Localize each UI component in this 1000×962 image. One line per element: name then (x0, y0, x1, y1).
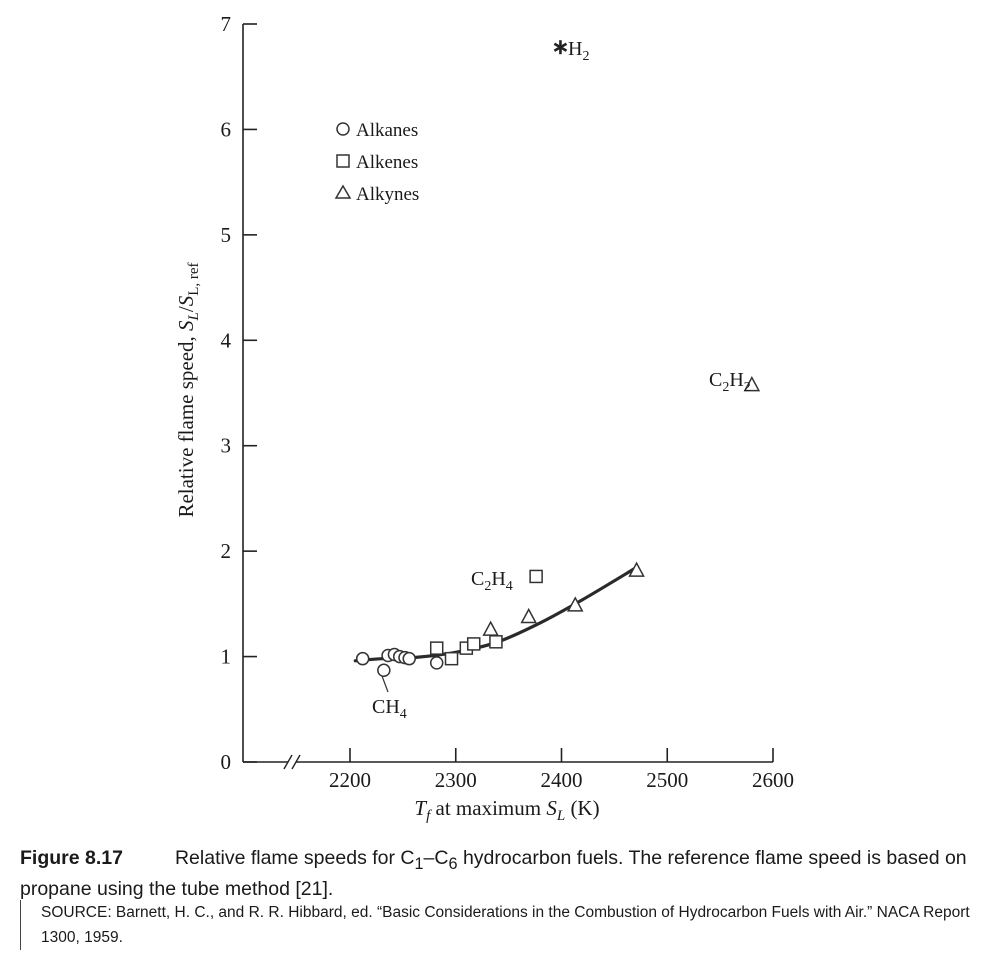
alkane-point (402, 651, 416, 666)
h2-point (553, 40, 568, 55)
caption-text-2: –C (423, 847, 449, 869)
y-tick-label: 7 (221, 12, 232, 36)
x-tick-label: 2500 (646, 768, 688, 792)
alkene-point (444, 651, 459, 666)
figure-source: SOURCE: Barnett, H. C., and R. R. Hibbar… (20, 900, 1000, 950)
y-tick-label: 0 (221, 750, 232, 774)
x-tick-label: 2600 (752, 768, 794, 792)
axis-break-mark (291, 754, 301, 770)
legend-square-icon (336, 154, 350, 168)
y-tick-label: 2 (221, 539, 232, 563)
x-tick-label: 2300 (435, 768, 477, 792)
caption-text-3: hydrocarbon fuels. The reference flame s… (20, 847, 967, 900)
alkane-point (429, 656, 444, 670)
alkyne-point (743, 375, 761, 392)
alkene-point (489, 635, 503, 649)
flame-speed-chart: 0 1 2 3 4 5 6 7 2200 2300 2400 2500 2600 Alkanes Alk… (174, 12, 795, 824)
legend-circle-icon (336, 122, 350, 136)
alkyne-point (628, 561, 645, 577)
x-tick-label: 2400 (541, 768, 583, 792)
legend-label-alkenes: Alkenes (356, 152, 418, 173)
legend-label-alkanes: Alkanes (356, 120, 418, 141)
asterisk-stroke (553, 42, 568, 52)
caption-text-1: Relative flame speeds for C (174, 847, 415, 869)
chart-axes (242, 24, 773, 770)
annotation-c2h4: C2H4 (471, 568, 513, 594)
annotation-c2h2: C2H2 (709, 369, 751, 395)
alkyne-point (520, 607, 537, 624)
legend-triangle-icon (334, 184, 352, 199)
legend-label-alkynes: Alkynes (356, 184, 419, 205)
x-axis-title: Tf at maximum SL (K) (414, 796, 599, 824)
figure-label: Figure 8.17 (20, 847, 123, 869)
caption-sub-2: 6 (448, 854, 458, 873)
axis-break-mark (283, 754, 293, 770)
y-tick-label: 1 (221, 645, 232, 669)
chart-ticks: 0 1 2 3 4 5 6 7 2200 2300 2400 2500 2600 (221, 12, 795, 792)
alkyne-point (566, 596, 584, 612)
y-tick-label: 6 (221, 117, 232, 141)
annotation-ch4: CH4 (372, 696, 407, 722)
x-tick-label: 2200 (329, 768, 371, 792)
legend: Alkanes Alkenes Alkynes (334, 120, 419, 205)
ch4-leader-line (381, 675, 389, 693)
y-tick-label: 5 (221, 223, 232, 247)
alkane-point (355, 651, 370, 666)
alkene-point (529, 569, 543, 584)
alkyne-point (482, 620, 499, 636)
alkene-point (429, 641, 444, 655)
data-points (355, 40, 761, 678)
alkane-point (377, 663, 391, 678)
caption-sub-1: 1 (414, 854, 424, 873)
y-tick-label: 4 (221, 328, 232, 352)
figure-caption: Figure 8.17 Relative flame speeds for C1–… (20, 846, 980, 902)
annotation-h2: H2 (568, 38, 589, 64)
alkene-point (466, 637, 481, 651)
y-tick-label: 3 (221, 434, 232, 458)
y-axis-title: Relative flame speed, SL/SL, ref (174, 262, 202, 517)
